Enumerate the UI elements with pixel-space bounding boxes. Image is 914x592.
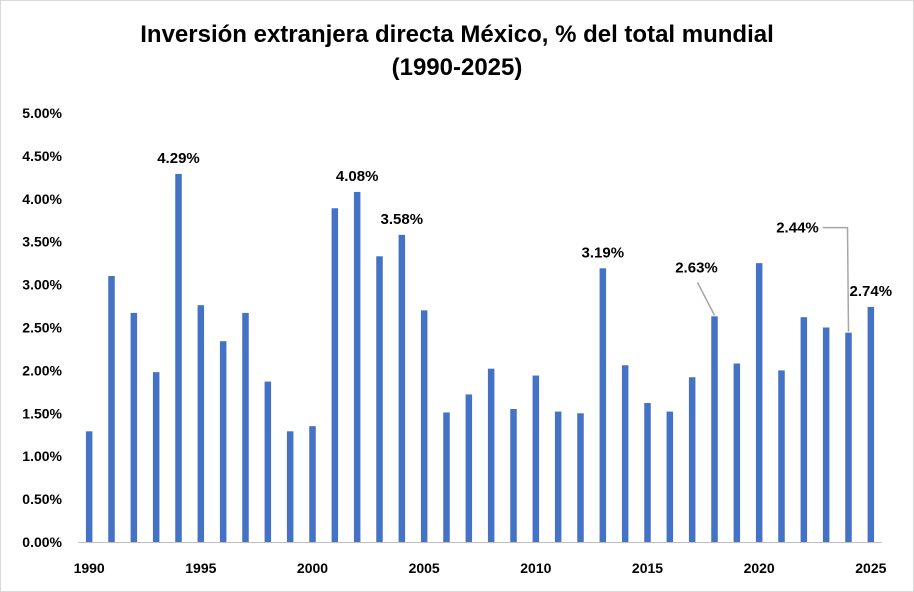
x-tick-label: 2015 <box>632 560 663 576</box>
data-label-2004: 3.58% <box>381 211 424 228</box>
data-label-2024: 2.44% <box>776 220 819 237</box>
bar-1994 <box>175 173 182 542</box>
x-tick-label: 2005 <box>409 560 440 576</box>
leader-line-2024 <box>822 226 850 332</box>
bar-2008 <box>487 368 495 542</box>
bar-2006 <box>443 412 450 542</box>
bar-1991 <box>108 276 115 542</box>
leader-line-2018 <box>696 282 716 316</box>
bar-2018 <box>711 316 718 542</box>
chart-title-line-2: (1990-2025) <box>391 54 523 81</box>
y-tick-label: 1.50% <box>22 405 62 421</box>
bar-2010 <box>532 375 540 542</box>
bar-series <box>85 173 875 542</box>
bar-2024 <box>845 332 852 542</box>
bar-2016 <box>666 411 674 542</box>
chart-title: Inversión extranjera directa México, % d… <box>0 18 914 84</box>
y-tick-label: 0.50% <box>22 491 62 507</box>
chart-title-line-1: Inversión extranjera directa México, % d… <box>140 21 774 48</box>
bar-2002 <box>353 191 361 542</box>
data-label-1994: 4.29% <box>157 150 200 167</box>
data-labels: 4.29% 4.08% 3.58% 3.19% 2.63% 2.44% 2.74% <box>157 150 892 332</box>
x-tick-label: 2020 <box>744 560 775 576</box>
bar-2023 <box>822 327 830 542</box>
bar-1993 <box>152 372 160 542</box>
bar-2015 <box>644 403 651 542</box>
y-tick-label: 4.00% <box>22 191 62 207</box>
x-tick-label: 1990 <box>74 560 105 576</box>
y-axis: 0.00% 0.50% 1.00% 1.50% 2.00% 2.50% 3.00% 3.50%… <box>22 105 62 550</box>
y-tick-label: 3.50% <box>22 234 62 250</box>
data-label-2002: 4.08% <box>336 168 379 185</box>
y-tick-label: 0.00% <box>22 534 62 550</box>
x-axis: 1990 1995 2000 2005 2010 2015 2020 2025 <box>74 542 887 576</box>
bar-2000 <box>309 426 316 542</box>
bar-1996 <box>219 341 227 542</box>
bar-2012 <box>577 413 584 542</box>
bar-2020 <box>755 263 763 542</box>
data-label-2025: 2.74% <box>850 283 893 300</box>
y-tick-label: 2.50% <box>22 320 62 336</box>
y-tick-label: 2.00% <box>22 362 62 378</box>
bar-2009 <box>510 409 517 542</box>
bar-1995 <box>197 305 205 542</box>
bar-2011 <box>554 411 562 542</box>
y-tick-label: 1.00% <box>22 448 62 464</box>
bar-2003 <box>376 256 383 542</box>
data-label-2018: 2.63% <box>675 259 718 276</box>
bar-1999 <box>286 431 294 542</box>
bar-2017 <box>688 377 696 542</box>
y-tick-label: 5.00% <box>22 105 62 121</box>
bar-2013 <box>599 268 607 542</box>
bar-1997 <box>242 312 249 542</box>
x-tick-label: 2010 <box>520 560 551 576</box>
bar-1990 <box>85 431 93 542</box>
bar-2001 <box>331 208 339 542</box>
x-tick-label: 1995 <box>185 560 216 576</box>
bar-2021 <box>778 370 785 542</box>
bar-2007 <box>465 394 473 542</box>
y-tick-label: 4.50% <box>22 148 62 164</box>
bar-2019 <box>733 363 741 542</box>
bar-2005 <box>420 310 428 542</box>
y-tick-label: 3.00% <box>22 277 62 293</box>
bar-2014 <box>621 365 629 542</box>
bar-1998 <box>264 381 272 542</box>
x-tick-label: 2000 <box>297 560 328 576</box>
bar-1992 <box>130 312 138 542</box>
bar-2025 <box>867 306 875 542</box>
data-label-2013: 3.19% <box>582 244 625 261</box>
x-tick-label: 2025 <box>855 560 886 576</box>
bar-2004 <box>398 234 406 542</box>
bar-2022 <box>800 317 808 542</box>
